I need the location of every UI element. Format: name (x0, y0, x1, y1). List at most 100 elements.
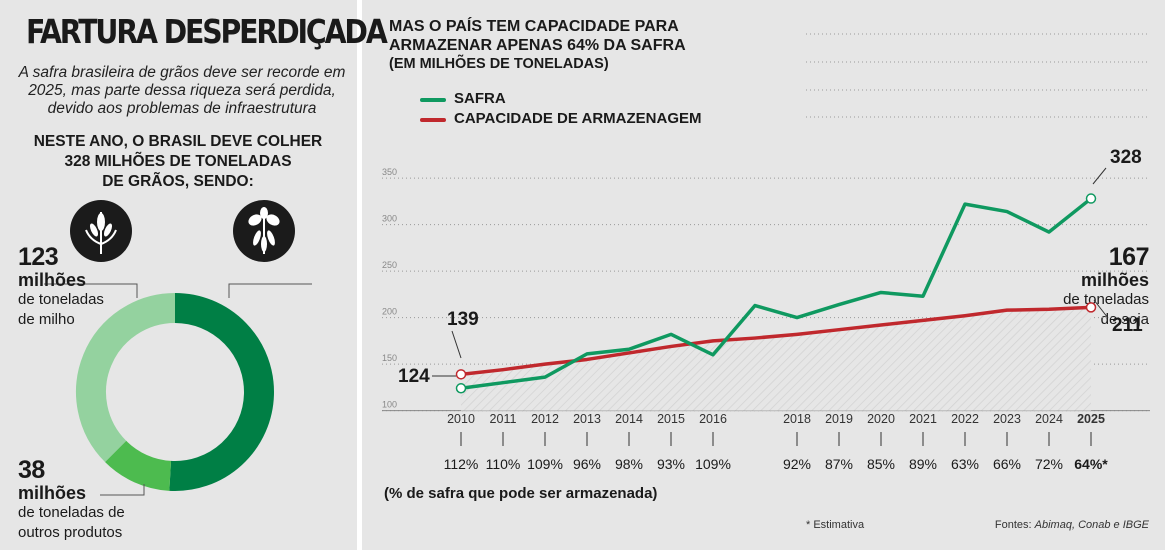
percent-label: 89% (909, 456, 937, 472)
endpoint-marker (1085, 302, 1097, 313)
other-stat: 38 milhões de toneladas de outros produt… (18, 457, 125, 543)
x-tick-label: 2013 (573, 412, 601, 426)
capacity-area (461, 307, 1091, 411)
corn-desc-2: de milho (18, 311, 75, 328)
soy-stat: 167 milhões de toneladas de soja (1063, 244, 1149, 330)
endpoint-marker (455, 369, 467, 380)
percent-label: 96% (573, 456, 601, 472)
percent-label: 112% (444, 456, 479, 472)
x-tick-label: 2023 (993, 412, 1021, 426)
x-tick-label: 2012 (531, 412, 559, 426)
x-tick-label: 2019 (825, 412, 853, 426)
y-tick-label: 350 (382, 167, 397, 177)
x-tick-label: 2018 (783, 412, 811, 426)
x-tick-label: 2021 (909, 412, 937, 426)
percent-label: 87% (825, 456, 853, 472)
y-tick-label: 250 (382, 260, 397, 270)
percent-label: 64%* (1074, 456, 1108, 472)
y-tick-label: 200 (382, 307, 397, 317)
corn-icon (70, 200, 132, 262)
percent-label: 109% (695, 456, 731, 472)
sources-prefix: Fontes: (994, 519, 1035, 531)
intro-line-2: 328 MILHÕES DE TONELADAS (64, 153, 292, 170)
y-tick-label: 300 (382, 214, 397, 224)
corn-desc-1: de toneladas (18, 291, 104, 308)
percent-caption: (% de safra que pode ser armazenada) (384, 485, 658, 502)
percent-label: 98% (615, 456, 643, 472)
left-panel (0, 0, 357, 550)
percent-label: 109% (527, 456, 563, 472)
footnote: * Estimativa (806, 519, 865, 531)
percent-label: 85% (867, 456, 895, 472)
sources: Fontes: Abimaq, Conab e IBGE (995, 519, 1149, 531)
y-tick-label: 100 (382, 400, 397, 410)
donut-slice-outros (105, 440, 172, 491)
legend-safra-label: SAFRA (454, 90, 506, 107)
value-label: 139 (447, 309, 479, 330)
value-labels: 139 124 328 211 (398, 147, 1143, 387)
annotation-leader (1092, 167, 1107, 185)
capacity-area-fill (461, 307, 1091, 411)
annotation-leader (451, 330, 462, 359)
soy-leader-line (228, 283, 312, 298)
value-label: 124 (398, 366, 430, 387)
percent-label: 92% (783, 456, 811, 472)
legend-capacity-swatch (420, 118, 446, 122)
corn-stat: 123 milhões de toneladas de milho (18, 244, 104, 330)
endpoint-marker (1085, 193, 1097, 204)
right-panel (362, 0, 1165, 550)
chart-title: MAS O PAÍS TEM CAPACIDADE PARA ARMAZENAR… (389, 17, 686, 74)
intro-line-1: NESTE ANO, O BRASIL DEVE COLHER (33, 133, 323, 150)
other-unit: milhões (18, 483, 87, 503)
sources-names: Abimaq, Conab e IBGE (1034, 519, 1149, 531)
other-desc-2: outros produtos (18, 524, 123, 541)
harvest-intro: NESTE ANO, O BRASIL DEVE COLHER 328 MILH… (22, 132, 334, 192)
percent-label: 66% (993, 456, 1021, 472)
other-desc-1: de toneladas de (18, 504, 125, 521)
legend-safra-swatch (420, 98, 446, 102)
chart-title-line-1: MAS O PAÍS TEM CAPACIDADE PARA (389, 18, 679, 35)
percent-label: 93% (657, 456, 685, 472)
endpoint-marker (455, 383, 467, 394)
x-tick-label: 2016 (699, 412, 727, 426)
x-tick-label: 2015 (657, 412, 685, 426)
x-tick-label: 2025 (1077, 412, 1105, 426)
soy-desc-2: de soja (1100, 311, 1149, 328)
value-label: 211 (1112, 315, 1143, 336)
x-tick-label: 2014 (615, 412, 643, 426)
legend-capacity-label: CAPACIDADE DE ARMAZENAGEM (454, 110, 702, 127)
x-tick-label: 2011 (490, 412, 517, 426)
percent-label: 72% (1035, 456, 1063, 472)
chart-title-line-2: ARMAZENAR APENAS 64% DA SAFRA (389, 37, 686, 54)
x-tick-label: 2010 (447, 412, 475, 426)
percent-label: 110% (486, 456, 521, 472)
x-tick-label: 2022 (951, 412, 979, 426)
soy-desc-1: de toneladas (1063, 291, 1149, 308)
y-tick-label: 150 (382, 353, 397, 363)
decorative-dotted-lines (806, 33, 1150, 118)
page-subtitle: A safra brasileira de grãos deve ser rec… (18, 64, 346, 117)
series-lines (460, 197, 1093, 391)
value-label: 328 (1110, 147, 1142, 168)
corn-value: 123 (18, 243, 59, 271)
chart-title-line-3: (EM MILHÕES DE TONELADAS) (389, 56, 609, 72)
x-tick-label: 2020 (867, 412, 895, 426)
donut-slice-soja (169, 293, 274, 491)
donut-slice-milho (76, 293, 176, 462)
soy-value: 167 (1108, 243, 1150, 271)
other-leader-line (100, 484, 145, 496)
x-axis: 2010 112% 2011 110% 2012 109% 2013 96% 2014 98% 20… (444, 412, 1109, 472)
endpoint-markers (455, 193, 1097, 394)
series-line-safra (460, 197, 1093, 391)
other-value: 38 (18, 456, 45, 484)
x-tick-label: 2024 (1035, 412, 1063, 426)
corn-leader-line (44, 283, 138, 298)
percent-label: 63% (951, 456, 979, 472)
series-line-capacidade (460, 305, 1092, 377)
intro-line-3: DE GRÃOS, SENDO: (102, 173, 254, 190)
soy-icon (233, 200, 295, 262)
soy-unit: milhões (1080, 270, 1149, 290)
corn-unit: milhões (18, 270, 87, 290)
